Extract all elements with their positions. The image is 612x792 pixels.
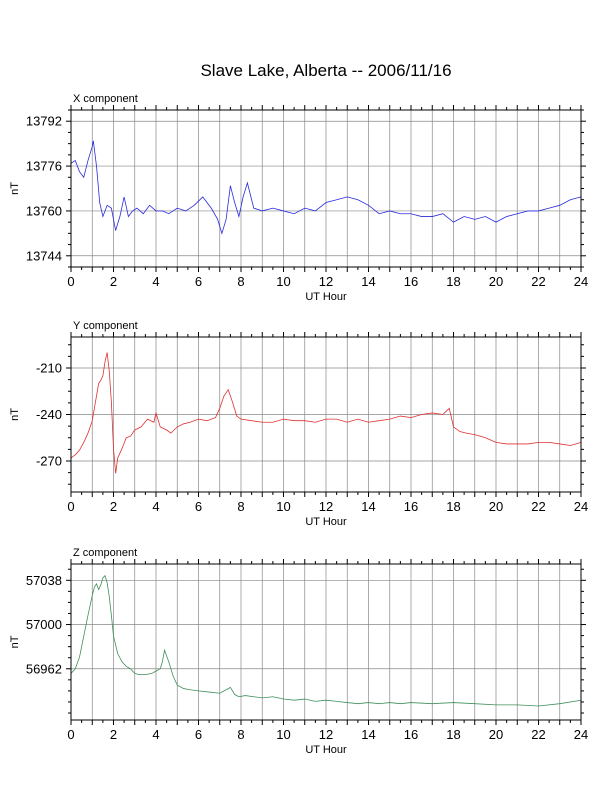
x-tick-label: 12	[319, 274, 333, 289]
panel-label: Y component	[73, 320, 138, 332]
x-tick-label: 4	[152, 499, 159, 514]
x-tick-label: 24	[574, 499, 588, 514]
x-tick-label: 20	[489, 274, 503, 289]
x-axis-title: UT Hour	[305, 744, 347, 756]
panels: 0 2 4 6 8 10 12 14 16 18 20 22 241374413760137761379…	[9, 93, 588, 756]
x-tick-label: 14	[361, 499, 375, 514]
x-tick-label: 14	[361, 727, 375, 742]
y-tick-label: 13744	[26, 248, 62, 263]
x-tick-label: 6	[195, 274, 202, 289]
y-tick-label: 57038	[26, 573, 62, 588]
x-tick-label: 6	[195, 499, 202, 514]
panel-label: Z component	[73, 547, 137, 559]
x-tick-label: 18	[446, 274, 460, 289]
x-tick-label: 10	[276, 274, 290, 289]
y-tick-label: 13760	[26, 203, 62, 218]
y-axis-title: nT	[9, 635, 21, 648]
x-tick-label: 18	[446, 499, 460, 514]
y-tick-label: -210	[36, 361, 62, 376]
x-tick-label: 8	[237, 274, 244, 289]
y-tick-label: -270	[36, 454, 62, 469]
x-tick-label: 16	[404, 727, 418, 742]
x-tick-label: 8	[237, 499, 244, 514]
x-tick-label: 12	[319, 727, 333, 742]
y-tick-label: -240	[36, 407, 62, 422]
x-tick-label: 4	[152, 727, 159, 742]
series-line	[70, 352, 582, 474]
y-tick-label: 57000	[26, 617, 62, 632]
y-tick-label: 13792	[26, 114, 62, 129]
panel-1: 0 2 4 6 8 10 12 14 16 18 20 22 241374413760137761379…	[9, 93, 588, 303]
x-tick-label: 22	[531, 274, 545, 289]
chart-title: Slave Lake, Alberta -- 2006/11/16	[200, 61, 451, 80]
x-tick-label: 18	[446, 727, 460, 742]
x-tick-label: 20	[489, 727, 503, 742]
x-tick-label: 2	[110, 274, 117, 289]
x-tick-label: 2	[110, 727, 117, 742]
x-axis-title: UT Hour	[305, 516, 347, 528]
x-tick-label: 24	[574, 274, 588, 289]
x-tick-label: 14	[361, 274, 375, 289]
x-tick-label: 10	[276, 727, 290, 742]
x-tick-label: 4	[152, 274, 159, 289]
y-tick-label: 56962	[26, 661, 62, 676]
x-tick-label: 8	[237, 727, 244, 742]
x-tick-label: 6	[195, 727, 202, 742]
x-tick-label: 24	[574, 727, 588, 742]
x-tick-label: 12	[319, 499, 333, 514]
series-line	[70, 140, 582, 235]
x-tick-label: 10	[276, 499, 290, 514]
x-tick-label: 0	[67, 274, 74, 289]
x-tick-label: 16	[404, 499, 418, 514]
x-tick-label: 16	[404, 274, 418, 289]
x-tick-label: 22	[531, 499, 545, 514]
x-axis-title: UT Hour	[305, 291, 347, 303]
y-axis-title: nT	[9, 182, 21, 195]
x-tick-label: 22	[531, 727, 545, 742]
x-tick-label: 2	[110, 499, 117, 514]
x-tick-label: 0	[67, 727, 74, 742]
x-tick-label: 0	[67, 499, 74, 514]
panel-label: X component	[73, 93, 138, 105]
y-axis-title: nT	[9, 408, 21, 421]
y-tick-label: 13776	[26, 159, 62, 174]
x-tick-label: 20	[489, 499, 503, 514]
series-line	[70, 574, 582, 707]
